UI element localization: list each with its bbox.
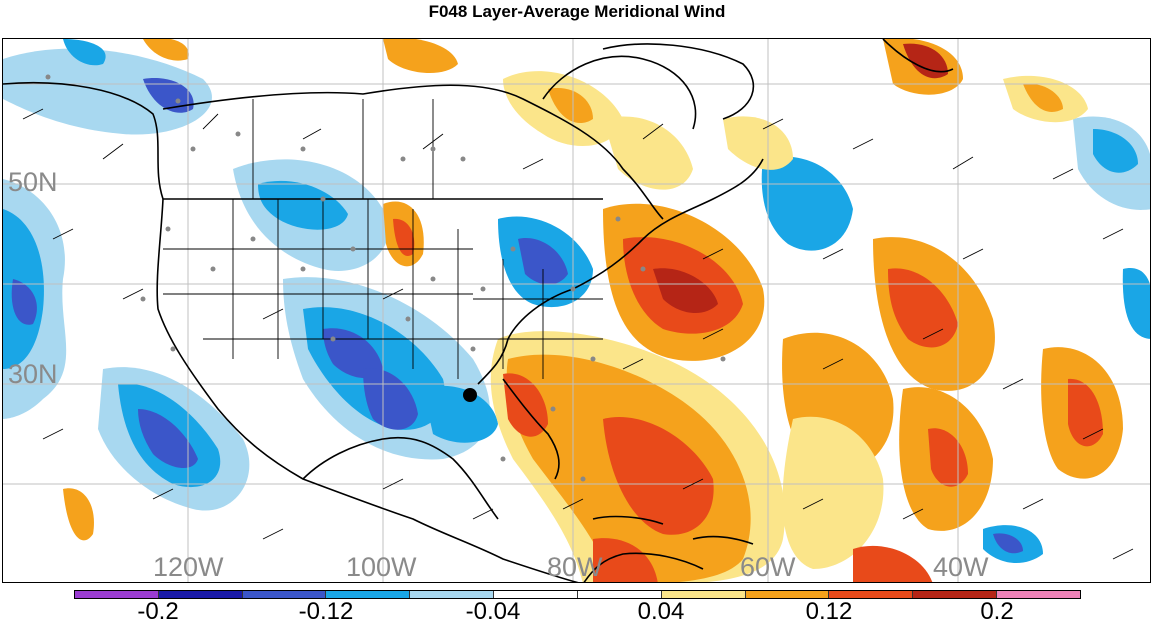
colorbar-segment bbox=[326, 591, 411, 598]
lat-label-30n: 30N bbox=[8, 359, 58, 389]
political-borders bbox=[163, 99, 603, 379]
wind-barbs bbox=[22, 108, 1134, 560]
colorbar-segment bbox=[410, 591, 495, 598]
colorbar-segment bbox=[745, 591, 830, 598]
highlight-point-marker bbox=[463, 388, 477, 402]
graticule bbox=[3, 39, 1150, 582]
colorbar-segment bbox=[913, 591, 998, 598]
lon-label-60w: 60W bbox=[740, 552, 796, 582]
lon-label-100w: 100W bbox=[346, 552, 417, 582]
lon-label-120w: 120W bbox=[153, 552, 224, 582]
colorbar-segment bbox=[829, 591, 914, 598]
colorbar-label: 0.04 bbox=[637, 598, 685, 625]
station-markers bbox=[45, 74, 726, 482]
colorbar-segment bbox=[242, 591, 327, 598]
colorbar-segment bbox=[75, 591, 159, 598]
colorbar-segment bbox=[494, 591, 578, 598]
colorbar-label: -0.2 bbox=[137, 598, 179, 625]
colorbar-label: -0.12 bbox=[298, 598, 354, 625]
map-canvas bbox=[3, 39, 1150, 582]
map-panel: 50N 30N 120W 100W 80W 60W 40W bbox=[2, 38, 1151, 583]
lon-label-80w: 80W bbox=[547, 552, 603, 582]
colorbar bbox=[74, 590, 1081, 599]
colorbar-segment bbox=[661, 591, 746, 598]
map-title: F048 Layer-Average Meridional Wind bbox=[428, 2, 726, 21]
colorbar-label: 0.2 bbox=[980, 598, 1014, 625]
colorbar-label: 0.12 bbox=[805, 598, 853, 625]
positive-wind-regions bbox=[63, 39, 1123, 582]
colorbar-label: -0.04 bbox=[465, 598, 521, 625]
lat-label-50n: 50N bbox=[8, 167, 58, 197]
colorbar-segment bbox=[577, 591, 662, 598]
colorbar-segment bbox=[997, 591, 1080, 598]
lon-label-40w: 40W bbox=[933, 552, 989, 582]
colorbar-segment bbox=[158, 591, 243, 598]
